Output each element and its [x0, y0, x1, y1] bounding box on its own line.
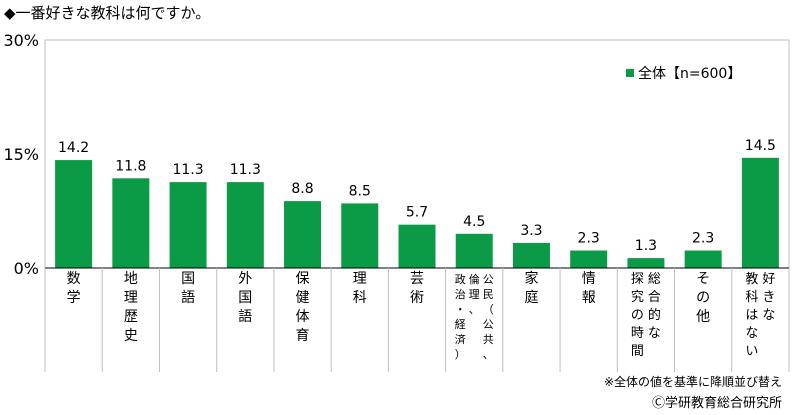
bar: [226, 182, 264, 268]
x-tick-label: き: [762, 290, 775, 305]
data-label: 8.8: [291, 181, 313, 197]
sort-note: ※全体の値を基準に降順並び替え: [603, 375, 782, 389]
x-tick-label: 公: [483, 318, 494, 331]
x-tick-label: 的: [648, 307, 661, 323]
legend: 全体【n=600】: [626, 63, 741, 83]
x-tick-label: ・: [455, 303, 466, 316]
x-tick-label: 教: [745, 271, 758, 287]
x-tick-label: な: [762, 308, 775, 323]
y-tick-label: 0%: [14, 259, 39, 278]
x-tick-label: な: [648, 326, 661, 341]
x-tick-label: 理: [124, 290, 138, 306]
bar: [684, 250, 722, 268]
bar: [570, 250, 608, 268]
bar: [169, 182, 207, 268]
x-tick-label: 時: [631, 326, 644, 341]
data-label: 2.3: [692, 231, 714, 247]
bar: [55, 160, 93, 268]
bar: [741, 157, 779, 268]
x-tick-label: ）: [455, 348, 466, 361]
data-label: 11.8: [115, 158, 146, 174]
x-tick-label: 体: [296, 309, 310, 325]
chart-title: ◆一番好きな教科は何ですか。: [4, 4, 211, 22]
x-tick-label: 間: [631, 344, 644, 359]
x-tick-label: 庭: [524, 289, 538, 306]
bar: [112, 178, 150, 268]
x-tick-label: い: [745, 344, 758, 359]
data-label: 3.3: [520, 223, 542, 239]
x-tick-label: 国: [238, 290, 252, 306]
x-tick-label: 家: [524, 270, 538, 287]
legend-swatch: [626, 69, 634, 77]
x-tick-label: 済: [455, 332, 466, 346]
x-tick-label: 共: [483, 333, 494, 346]
data-label: 4.5: [463, 214, 485, 230]
x-tick-label: 史: [124, 328, 138, 344]
bar: [512, 242, 550, 268]
x-tick-label: 学: [67, 290, 81, 306]
x-tick-label: （: [483, 303, 494, 316]
x-tick-label: 公: [483, 273, 494, 286]
data-label: 8.5: [349, 183, 371, 199]
x-tick-label: 語: [181, 290, 195, 306]
x-tick-label: 地: [124, 271, 138, 287]
x-tick-label: そ: [696, 271, 710, 287]
data-label: 11.3: [172, 162, 203, 178]
legend-label: 全体【n=600】: [638, 66, 742, 82]
x-tick-label: 語: [238, 309, 252, 325]
x-tick-label: 情: [582, 271, 596, 287]
x-tick-label: 探: [631, 272, 644, 287]
data-label: 1.3: [635, 238, 657, 254]
x-tick-label: 歴: [124, 309, 138, 325]
x-tick-label: 政: [455, 272, 466, 286]
x-tick-label: 外: [238, 271, 252, 287]
x-tick-label: 保: [296, 271, 310, 287]
x-tick-label: 倫: [469, 272, 480, 286]
x-tick-label: 科: [353, 290, 367, 306]
data-label: 14.2: [58, 140, 89, 156]
x-tick-label: 科: [745, 290, 758, 305]
x-tick-label: 究: [631, 290, 644, 305]
x-tick-label: な: [745, 326, 758, 341]
x-tick-label: 、: [469, 303, 480, 316]
x-tick-label: 数: [67, 271, 81, 287]
x-tick-label: 術: [410, 290, 424, 306]
bar: [398, 224, 436, 268]
x-tick-label: 育: [296, 328, 310, 344]
x-tick-label: 経: [455, 318, 466, 331]
data-label: 14.5: [745, 138, 776, 154]
x-tick-label: 合: [648, 290, 661, 305]
x-tick-label: の: [631, 308, 644, 323]
x-tick-label: 健: [296, 290, 310, 306]
copyright-credit: Ⓒ学研教育総合研究所: [651, 396, 782, 411]
x-tick-label: 他: [696, 309, 710, 325]
bar: [284, 201, 322, 268]
data-label: 5.7: [406, 205, 428, 221]
x-tick-label: 、: [483, 348, 494, 361]
bar: [627, 258, 665, 268]
bar: [341, 203, 379, 268]
y-tick-label: 30%: [3, 31, 39, 50]
x-tick-label: の: [696, 290, 710, 306]
data-label: 11.3: [230, 162, 261, 178]
x-tick-label: 民: [483, 288, 494, 301]
x-tick-label: 治: [455, 287, 466, 301]
x-tick-label: 芸: [410, 271, 424, 287]
bar: [455, 233, 493, 268]
x-tick-label: 国: [181, 271, 195, 287]
data-label: 2.3: [578, 231, 600, 247]
y-tick-label: 15%: [3, 145, 39, 164]
x-tick-label: 報: [582, 290, 596, 306]
x-tick-label: 理: [353, 271, 367, 287]
x-tick-label: は: [745, 308, 758, 323]
x-tick-label: 好: [762, 272, 775, 287]
x-tick-label: 理: [469, 288, 480, 301]
x-tick-label: 総: [648, 272, 661, 287]
